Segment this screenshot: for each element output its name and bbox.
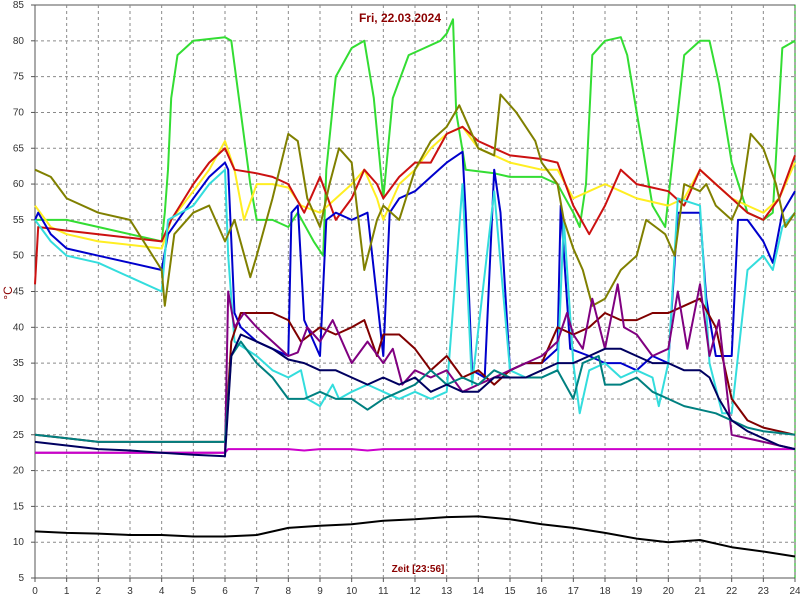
series-line-6 (34, 93, 796, 307)
x-tick-label: 9 (317, 586, 323, 597)
series-line-4 (34, 150, 796, 379)
x-tick-label: 18 (599, 586, 611, 597)
y-tick-label: 60 (13, 179, 25, 190)
x-tick-label: 22 (726, 586, 738, 597)
grid (35, 5, 796, 578)
series-line-1 (35, 18, 796, 257)
y-tick-label: 10 (13, 537, 25, 548)
x-tick-label: 8 (286, 586, 292, 597)
y-tick-label: 15 (13, 501, 25, 512)
y-tick-label: 55 (13, 215, 25, 226)
x-tick-label: 24 (789, 586, 800, 597)
x-tick-label: 11 (378, 586, 389, 597)
y-tick-label: 20 (13, 466, 25, 477)
x-axis-label: Zeit [23:56] (392, 564, 445, 575)
y-tick-label: 70 (13, 107, 25, 118)
series-line-12 (34, 515, 796, 558)
x-tick-label: 3 (127, 586, 133, 597)
x-tick-label: 12 (409, 586, 421, 597)
series-line-10 (35, 448, 795, 454)
series-line-11 (34, 333, 796, 458)
x-tick-label: 19 (631, 586, 643, 597)
y-tick-label: 35 (13, 358, 25, 369)
x-tick-label: 2 (96, 586, 102, 597)
y-tick-label: 25 (13, 430, 25, 441)
x-tick-label: 5 (191, 586, 197, 597)
x-tick-label: 16 (536, 586, 548, 597)
x-tick-label: 17 (568, 586, 580, 597)
x-tick-label: 7 (254, 586, 260, 597)
chart-title: Fri, 22.03.2024 (359, 11, 441, 25)
y-tick-label: 5 (18, 573, 24, 584)
x-tick-label: 21 (694, 586, 706, 597)
y-tick-label: 75 (13, 72, 25, 83)
y-tick-label: 80 (13, 36, 25, 47)
x-tick-label: 0 (32, 586, 38, 597)
series-line-3 (34, 125, 796, 285)
y-tick-label: 50 (13, 251, 25, 262)
y-tick-labels: 5 10 15 20 25 30 35 40 45 50 55 60 65 70 75 80 85 (13, 0, 35, 584)
x-tick-label: 10 (346, 586, 358, 597)
series-line-7 (34, 297, 796, 443)
x-tick-label: 23 (758, 586, 770, 597)
x-tick-label: 15 (504, 586, 516, 597)
y-tick-label: 30 (13, 394, 25, 405)
y-tick-label: 85 (13, 0, 25, 11)
y-axis-label: °C (1, 286, 15, 300)
series-line-5 (34, 168, 796, 415)
x-tick-label: 6 (222, 586, 228, 597)
x-tick-label: 20 (663, 586, 675, 597)
y-tick-label: 40 (13, 322, 25, 333)
series-line-8 (35, 283, 796, 454)
x-tick-label: 14 (473, 586, 485, 597)
y-tick-label: 45 (13, 287, 25, 298)
y-tick-label: 65 (13, 143, 25, 154)
x-tick-label: 1 (64, 586, 70, 597)
x-tick-labels: 0 1 2 3 4 5 6 7 8 9 10 11 12 13 14 15 16 17 18 19 20 21 22 23 24 (32, 578, 800, 597)
x-tick-label: 13 (441, 586, 453, 597)
series-group (34, 18, 796, 558)
x-tick-label: 4 (159, 586, 165, 597)
